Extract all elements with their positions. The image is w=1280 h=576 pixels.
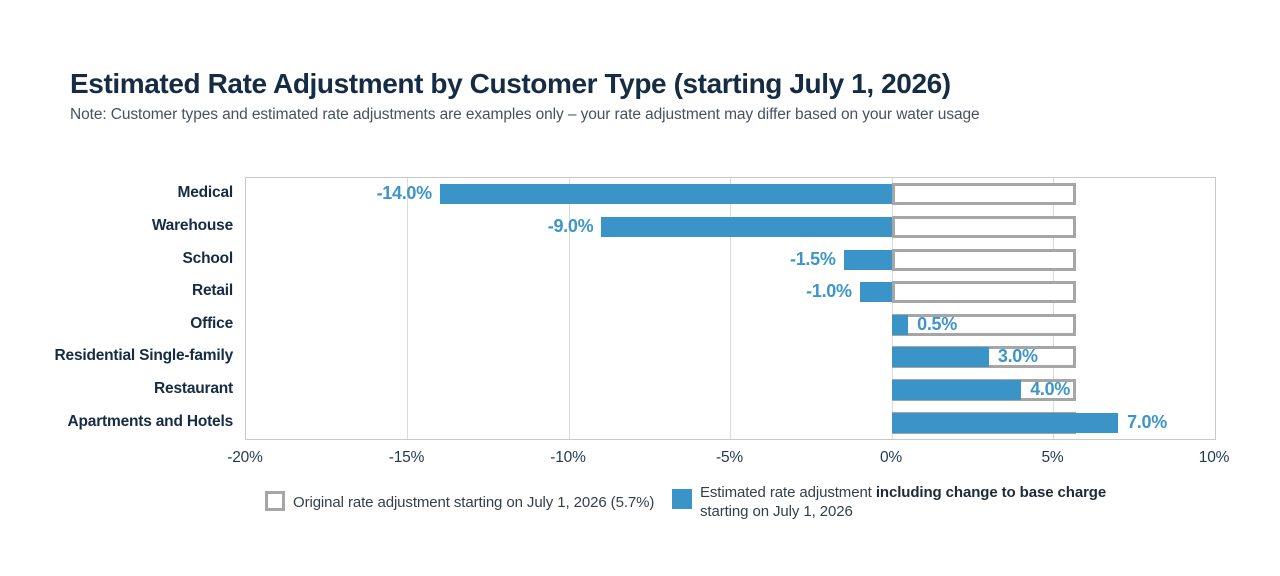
category-axis-labels: Medical Warehouse School Retail Office Reside… <box>40 177 234 438</box>
category-label: Residential Single-family <box>54 347 234 365</box>
bar-value-label: 7.0% <box>1127 411 1167 432</box>
category-label: School <box>182 249 234 267</box>
category-label: Retail <box>191 282 233 300</box>
estimated-rate-bar <box>859 282 892 303</box>
estimated-rate-bar <box>843 249 892 270</box>
chart-note: Note: Customer types and estimated rate … <box>70 106 980 123</box>
gridline <box>891 178 893 439</box>
bar-value-label: 3.0% <box>997 346 1038 367</box>
bar-value-label: -14.0% <box>376 183 433 204</box>
legend-label-estimated: Estimated rate adjustment including chan… <box>700 483 1130 521</box>
x-axis-tick-labels: -20% -15% -10% -5% 0% 5% 10% <box>227 449 1229 469</box>
category-label: Office <box>190 314 233 332</box>
x-tick-label: 0% <box>879 449 903 466</box>
bar-value-label: 4.0% <box>1030 379 1071 400</box>
x-tick-label: -20% <box>227 449 263 466</box>
category-label: Apartments and Hotels <box>67 412 234 430</box>
x-tick-label: -10% <box>550 449 586 466</box>
original-rate-box <box>892 215 1077 238</box>
bar-value-label: 0.5% <box>917 313 957 334</box>
legend-estimated-line2: starting on July 1, 2026 <box>700 503 853 520</box>
original-rate-box <box>892 183 1077 206</box>
gridline <box>730 178 731 439</box>
gridline <box>1053 178 1054 439</box>
category-label: Restaurant <box>154 380 233 398</box>
original-rate-box <box>892 248 1077 271</box>
legend-swatch-estimated-fill <box>672 489 692 509</box>
gridline <box>407 178 408 439</box>
gridline <box>568 178 570 439</box>
estimated-rate-bar <box>892 347 989 368</box>
plot-area: -14.0% -9.0% -1.5% -1.0% 0.5% 3.0% 4.0% 7.0% <box>245 177 1216 440</box>
x-tick-label: 5% <box>1041 449 1064 466</box>
legend-label-original: Original rate adjustment starting on Jul… <box>293 494 655 511</box>
x-tick-label: 10% <box>1198 449 1230 466</box>
x-tick-label: -15% <box>388 449 425 466</box>
legend-estimated-prefix: Estimated rate adjustment <box>700 484 876 501</box>
original-rate-box <box>892 281 1077 304</box>
legend-estimated-bold: including change to base charge <box>875 484 1107 501</box>
estimated-rate-bar <box>892 314 909 335</box>
estimated-rate-bar <box>439 184 892 205</box>
bar-value-label: -1.5% <box>790 248 836 269</box>
category-label: Warehouse <box>151 216 233 234</box>
category-label: Medical <box>177 184 234 202</box>
estimated-rate-bar <box>892 412 1119 433</box>
chart-title: Estimated Rate Adjustment by Customer Ty… <box>70 68 951 99</box>
bar-value-label: -1.0% <box>806 281 852 302</box>
estimated-rate-bar <box>892 380 1022 401</box>
x-tick-label: -5% <box>716 449 743 466</box>
bar-value-label: -9.0% <box>547 215 594 236</box>
estimated-rate-bar <box>601 216 892 237</box>
legend-swatch-original-outline <box>265 491 285 511</box>
